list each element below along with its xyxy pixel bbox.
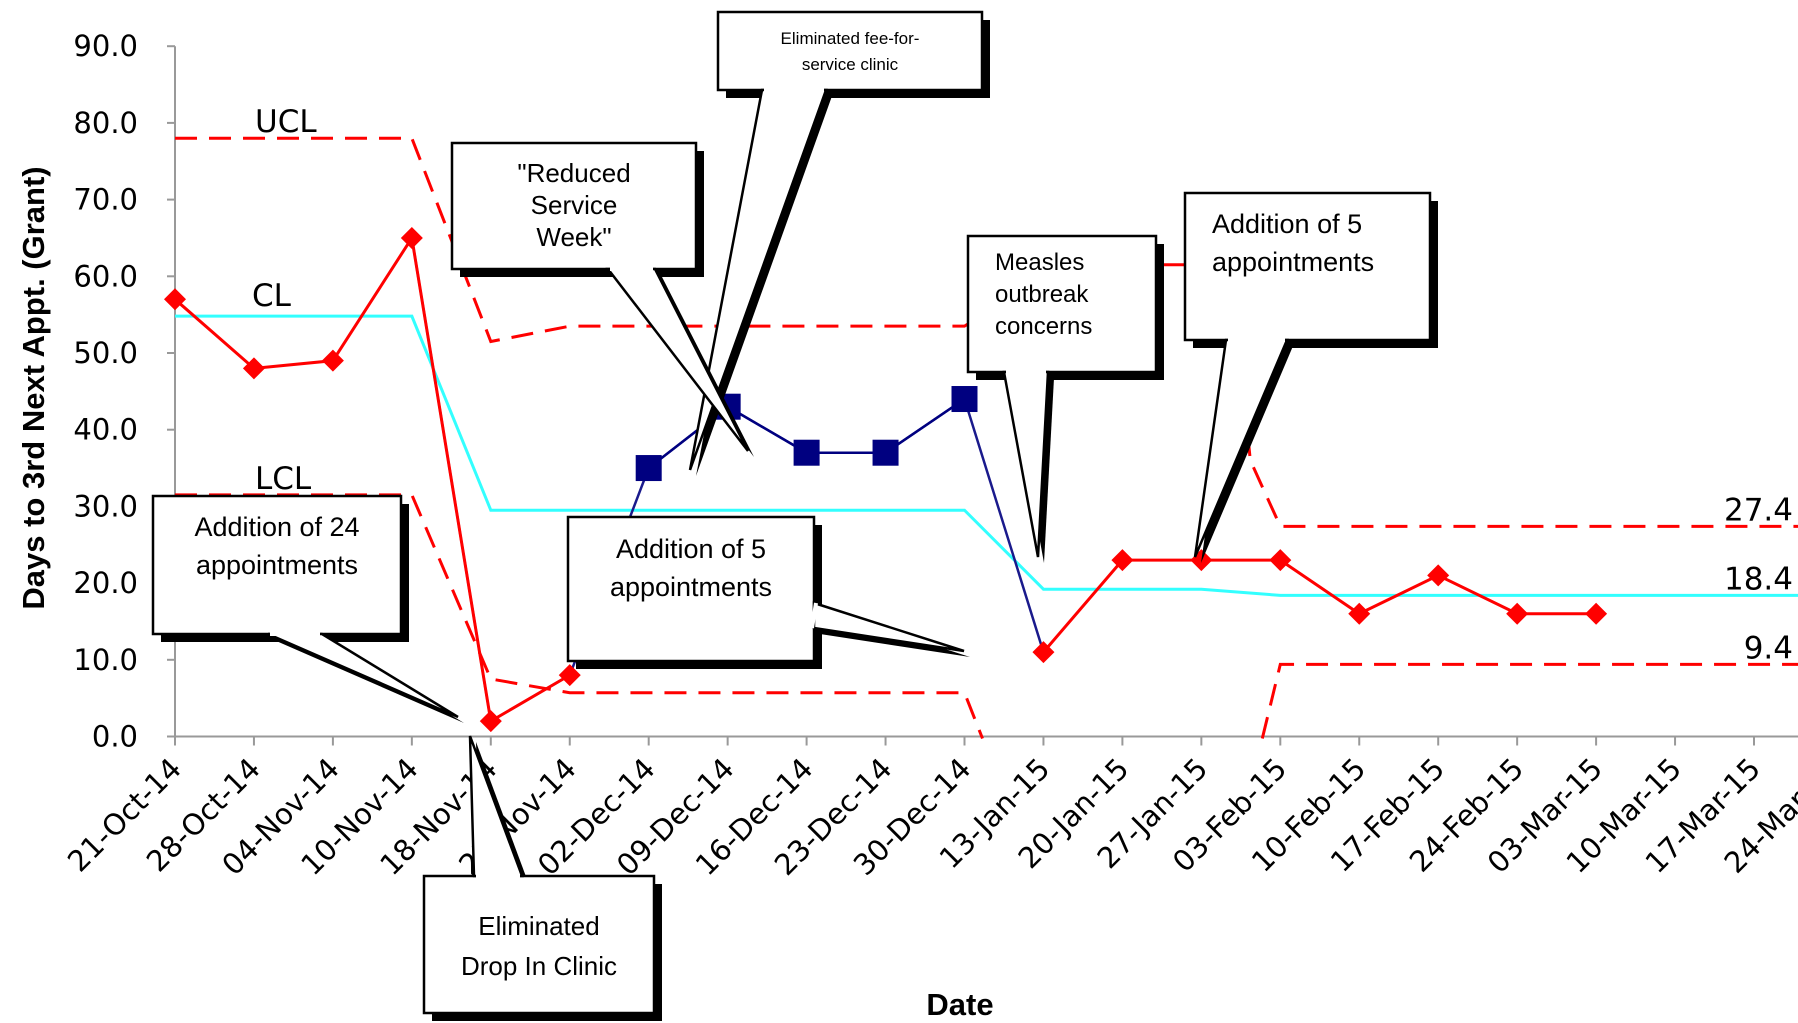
callout-box <box>966 234 1158 374</box>
callout-tail <box>267 632 459 719</box>
red-diamond-marker <box>1111 549 1134 572</box>
callout-text: Eliminated <box>478 911 599 941</box>
callout-text: Eliminated fee-for- <box>781 29 920 48</box>
lcl-line <box>1260 662 1798 739</box>
callout-text: Measles <box>995 249 1084 276</box>
blue-square-marker <box>793 439 820 466</box>
red-diamond-marker <box>164 288 186 311</box>
callout-tail-shadow <box>274 640 464 723</box>
red-diamond-marker <box>321 349 344 372</box>
callout-text: Drop In Clinic <box>461 951 617 981</box>
y-tick-label: 0.0 <box>92 720 138 754</box>
end-value-label: 9.4 <box>1744 630 1793 666</box>
red-diamond-marker <box>1269 549 1292 572</box>
cl-line <box>175 314 1798 597</box>
callout-add5b: Addition of 5 appointments <box>1183 191 1438 563</box>
callout-add24: Addition of 24 appointments <box>151 494 464 723</box>
end-value-label: 27.4 <box>1724 492 1793 528</box>
callout-text: appointments <box>610 572 772 602</box>
red-diamond-marker <box>1506 602 1529 625</box>
y-tick-label: 50.0 <box>73 336 138 370</box>
y-tick-label: 70.0 <box>73 183 138 217</box>
callout-tail <box>688 88 828 471</box>
callout-text: Addition of 5 <box>1212 209 1362 239</box>
callout-text: concerns <box>995 313 1092 340</box>
end-value-label: 18.4 <box>1724 561 1793 597</box>
callout-text: "Reduced <box>517 158 630 188</box>
red-series-line <box>1042 558 1597 654</box>
blue-square-marker <box>872 439 899 466</box>
callout-drop: Eliminated Drop In Clinic <box>422 735 662 1021</box>
callout-text: Addition of 5 <box>616 534 766 564</box>
blue-square-marker <box>951 386 978 413</box>
callout-box <box>422 874 656 1015</box>
callout-box <box>450 141 698 271</box>
chart-labels: UCL CL LCL 27.4 18.4 9.4 <box>252 104 1793 666</box>
callout-text: appointments <box>1212 247 1374 277</box>
y-tick-labels: 0.0 10.0 20.0 30.0 40.0 50.0 60.0 70.0 80.0 90.0 <box>73 29 138 753</box>
callout-text: Addition of 24 <box>194 512 359 542</box>
callout-text: Week" <box>536 222 611 252</box>
red-diamond-marker <box>479 710 502 733</box>
callout-text: appointments <box>196 550 358 580</box>
annotation-callouts: Eliminated fee-for-service clinic"Reduce… <box>151 10 1438 1021</box>
callout-add5a: Addition of 5 appointments <box>566 515 970 669</box>
callout-tail-join <box>810 602 818 629</box>
red-diamond-marker <box>1427 564 1450 587</box>
red-diamond-marker <box>1032 641 1055 664</box>
callout-box <box>151 494 403 636</box>
cl-label: CL <box>252 278 292 314</box>
ucl-label: UCL <box>255 104 317 140</box>
red-diamond-marker <box>1585 602 1608 625</box>
x-tick-labels: 21-Oct-1428-Oct-1404-Nov-1410-Nov-1418-N… <box>61 751 1798 882</box>
callout-tail-shadow <box>696 96 832 476</box>
blue-square-marker <box>635 455 662 482</box>
red-diamond-marker <box>400 226 423 249</box>
y-tick-label: 20.0 <box>73 566 138 600</box>
callout-text: service clinic <box>802 55 899 74</box>
y-tick-label: 30.0 <box>73 489 138 523</box>
red-diamond-marker <box>242 357 265 380</box>
callout-text: outbreak <box>995 281 1089 308</box>
y-tick-label: 10.0 <box>73 643 138 677</box>
y-tick-label: 60.0 <box>73 259 138 293</box>
callout-text: Service <box>531 190 618 220</box>
lcl-line <box>175 493 984 740</box>
red-diamond-marker <box>1190 549 1213 572</box>
callout-box <box>716 10 984 92</box>
chart-series <box>164 136 1798 740</box>
red-diamond-marker <box>1348 602 1371 625</box>
x-axis-title: Date <box>926 987 993 1022</box>
callout-box <box>566 515 816 663</box>
y-tick-label: 90.0 <box>73 29 138 63</box>
red-diamond-marker <box>558 664 581 687</box>
y-tick-label: 80.0 <box>73 106 138 140</box>
callout-tail-shadow <box>1201 346 1293 563</box>
callout-elim_fee: Eliminated fee-for-service clinic <box>688 10 990 476</box>
y-axis-title: Days to 3rd Next Appt. (Grant) <box>16 166 51 609</box>
y-tick-label: 40.0 <box>73 413 138 447</box>
lcl-label: LCL <box>255 461 312 497</box>
ucl-line <box>1061 263 1798 528</box>
callout-box <box>1183 191 1432 342</box>
callout-tail <box>1193 338 1289 558</box>
ucl-line <box>175 136 1045 344</box>
red-series-line <box>174 233 571 724</box>
callout-measles: Measles outbreak concerns <box>966 234 1164 563</box>
chart-axes <box>167 45 1798 746</box>
